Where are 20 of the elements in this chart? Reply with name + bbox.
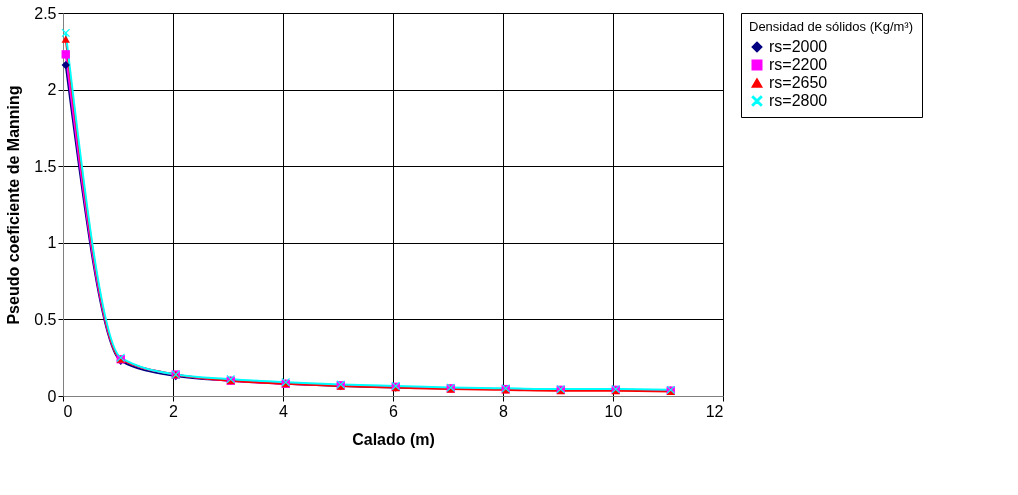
x-axis-title: Calado (m)	[352, 430, 435, 448]
legend-label: rs=2650	[769, 74, 828, 91]
x-tick-label: 0	[63, 402, 73, 420]
legend-title: Densidad de sólidos (Kg/m³)	[749, 19, 914, 34]
legend-label: rs=2800	[769, 92, 828, 109]
x-tick-label: 10	[604, 402, 623, 420]
x-tick-label: 8	[499, 402, 509, 420]
legend-label: rs=2200	[769, 56, 828, 73]
x-tick-label: 6	[389, 402, 399, 420]
y-tick-label: 1.5	[34, 157, 57, 175]
y-tick-label: 0.5	[34, 310, 57, 328]
y-axis-title: Pseudo coeficiente de Manning	[5, 85, 23, 325]
y-tick-label: 1	[47, 234, 57, 252]
x-tick-label: 2	[169, 402, 179, 420]
y-tick-label: 2	[47, 81, 57, 99]
legend-label: rs=2000	[769, 38, 828, 55]
x-tick-label: 12	[705, 402, 724, 420]
x-tick-label: 4	[279, 402, 289, 420]
y-tick-label: 2.5	[34, 4, 57, 22]
y-tick-label: 0	[47, 387, 57, 405]
